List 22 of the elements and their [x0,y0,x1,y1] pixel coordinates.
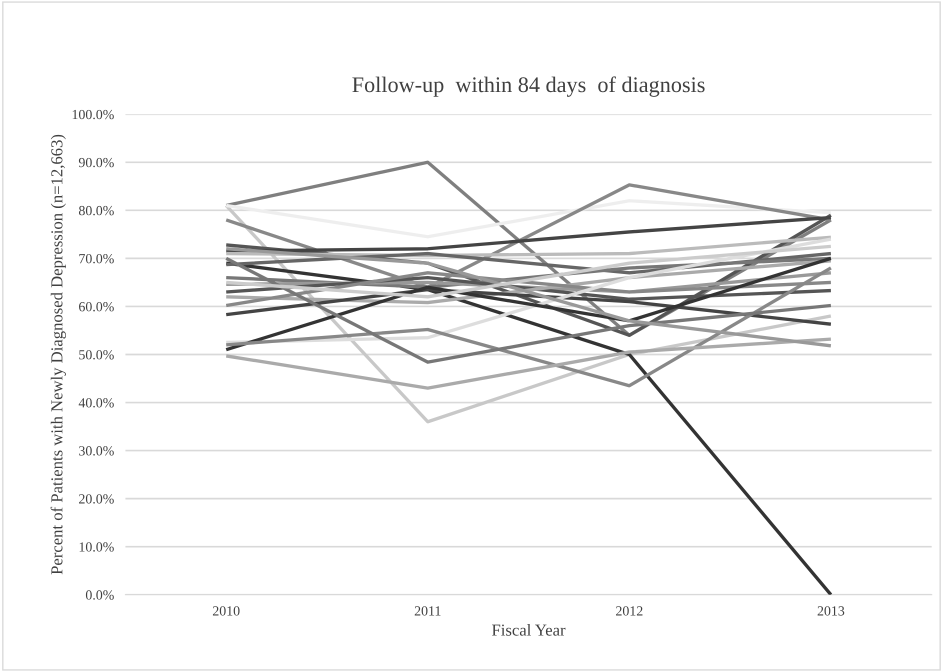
y-tick-label: 100.0% [72,110,114,120]
y-tick-label: 70.0% [79,254,114,264]
line-series [224,216,833,253]
line-series [224,266,833,388]
line-series [224,337,833,390]
x-tick-label: 2011 [414,606,441,616]
line-series [224,199,833,238]
y-tick-label: 30.0% [79,446,114,456]
x-tick-label: 2013 [818,606,844,616]
y-tick-label: 20.0% [79,494,114,504]
y-tick-label: 10.0% [80,542,114,552]
x-tick-label: 2012 [616,606,642,616]
y-axis-title: Percent of Patients with Newly Diagnosed Depression (n=12,663) [50,134,66,574]
y-tick-label: 40.0% [78,398,114,408]
y-tick-label: 90.0% [78,158,114,168]
y-tick-label: 0.0% [86,590,114,600]
x-axis-title: Fiscal Year [492,624,566,636]
y-tick-label: 50.0% [79,350,114,360]
y-tick-label: 60.0% [79,302,114,312]
x-tick-label: 2010 [212,606,240,616]
y-tick-label: 80.0% [78,206,114,216]
chart-title: Follow-up within 84 days of diagnosis [352,76,705,97]
